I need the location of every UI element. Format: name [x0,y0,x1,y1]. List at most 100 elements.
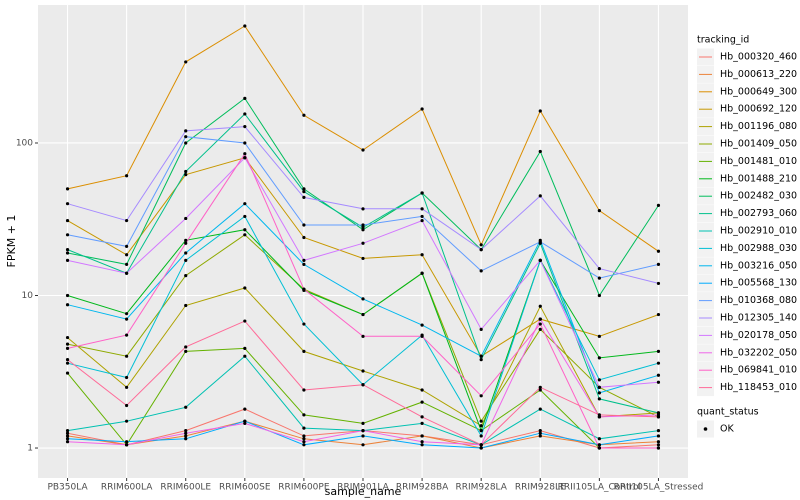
data-point [597,356,601,360]
data-point [656,249,661,253]
data-point [243,96,247,101]
data-point [656,349,661,354]
legend-label: Hb_032202_050 [720,347,797,358]
data-point [302,434,306,438]
x-axis-title: sample_name [325,485,402,498]
data-point [302,322,306,326]
legend-title: tracking_id [697,35,749,46]
data-point [65,202,70,206]
data-point [656,262,661,266]
legend-label: Hb_118453_010 [720,382,797,393]
data-point [656,443,661,447]
legend-label: Hb_000320_460 [720,52,797,63]
data-point [302,223,306,227]
legend-label: Hb_002910_010 [720,226,797,237]
data-point [125,218,129,223]
data-point [420,271,424,275]
legend-label: Hb_000692_120 [720,104,797,115]
data-point [302,113,306,117]
data-point [184,241,188,245]
data-point [420,443,424,447]
data-point [479,247,483,252]
data-point [361,228,365,232]
data-point [479,446,483,450]
data-point [302,437,306,441]
data-point [65,440,70,444]
data-point [65,371,70,375]
data-point [538,149,542,154]
data-point [538,304,542,308]
data-point [361,297,365,301]
data-point [597,391,601,395]
data-point [420,400,424,404]
x-tick-label: RRIM600PE [278,483,330,493]
data-point [420,191,424,195]
data-point [184,303,188,308]
legend-label: Hb_012305_140 [720,313,797,324]
data-point [65,431,70,435]
data-point [538,429,542,433]
data-point [597,437,601,441]
legend-label: Hb_003216_050 [720,260,797,271]
data-point [479,443,483,447]
data-point [656,440,661,444]
data-point [302,388,306,392]
x-tick-label: RRIM600LE [160,483,211,493]
data-point [479,424,483,428]
data-point [656,446,661,450]
x-tick-label: RRIM928BA [396,483,449,493]
data-point [479,357,483,362]
data-point [597,267,601,271]
data-point [184,434,188,438]
legend-label: Hb_000613_220 [720,69,797,80]
data-point [597,397,601,401]
data-point [302,258,306,262]
data-point [420,253,424,257]
data-point [479,429,483,433]
data-point [302,235,306,240]
data-point [125,253,129,257]
data-point [302,195,306,199]
data-point [420,434,424,438]
data-point [302,262,306,266]
data-point [243,24,247,28]
data-point [479,354,483,358]
data-point [302,426,306,430]
data-point [184,169,188,174]
legend-label: Hb_069841_010 [720,365,797,376]
legend-label: OK [720,424,734,435]
data-point [420,107,424,111]
data-point [538,240,542,244]
data-point [65,251,70,255]
data-point [65,258,70,262]
data-point [243,419,247,423]
data-point [479,269,483,273]
data-point [125,312,129,316]
data-point [243,407,247,411]
legend-label: Hb_020178_050 [720,330,797,341]
data-point [420,218,424,223]
data-point [243,202,247,206]
data-point [420,207,424,211]
data-point [125,262,129,266]
data-point [65,346,70,350]
data-point [597,446,601,450]
data-point [420,440,424,444]
data-point [65,434,70,438]
data-point [184,258,188,262]
data-point [243,354,247,358]
data-point [597,209,601,213]
legend-label: Hb_001488_210 [720,173,797,184]
data-point [538,258,542,262]
y-tick-label: 10 [22,291,34,301]
data-point [656,429,661,433]
data-point [184,405,188,409]
data-point [361,443,365,447]
data-point [65,342,70,346]
data-point [243,112,247,116]
data-point [65,218,70,223]
data-point [243,346,247,350]
data-point [125,385,129,389]
data-point [125,174,129,178]
data-point [65,429,70,433]
